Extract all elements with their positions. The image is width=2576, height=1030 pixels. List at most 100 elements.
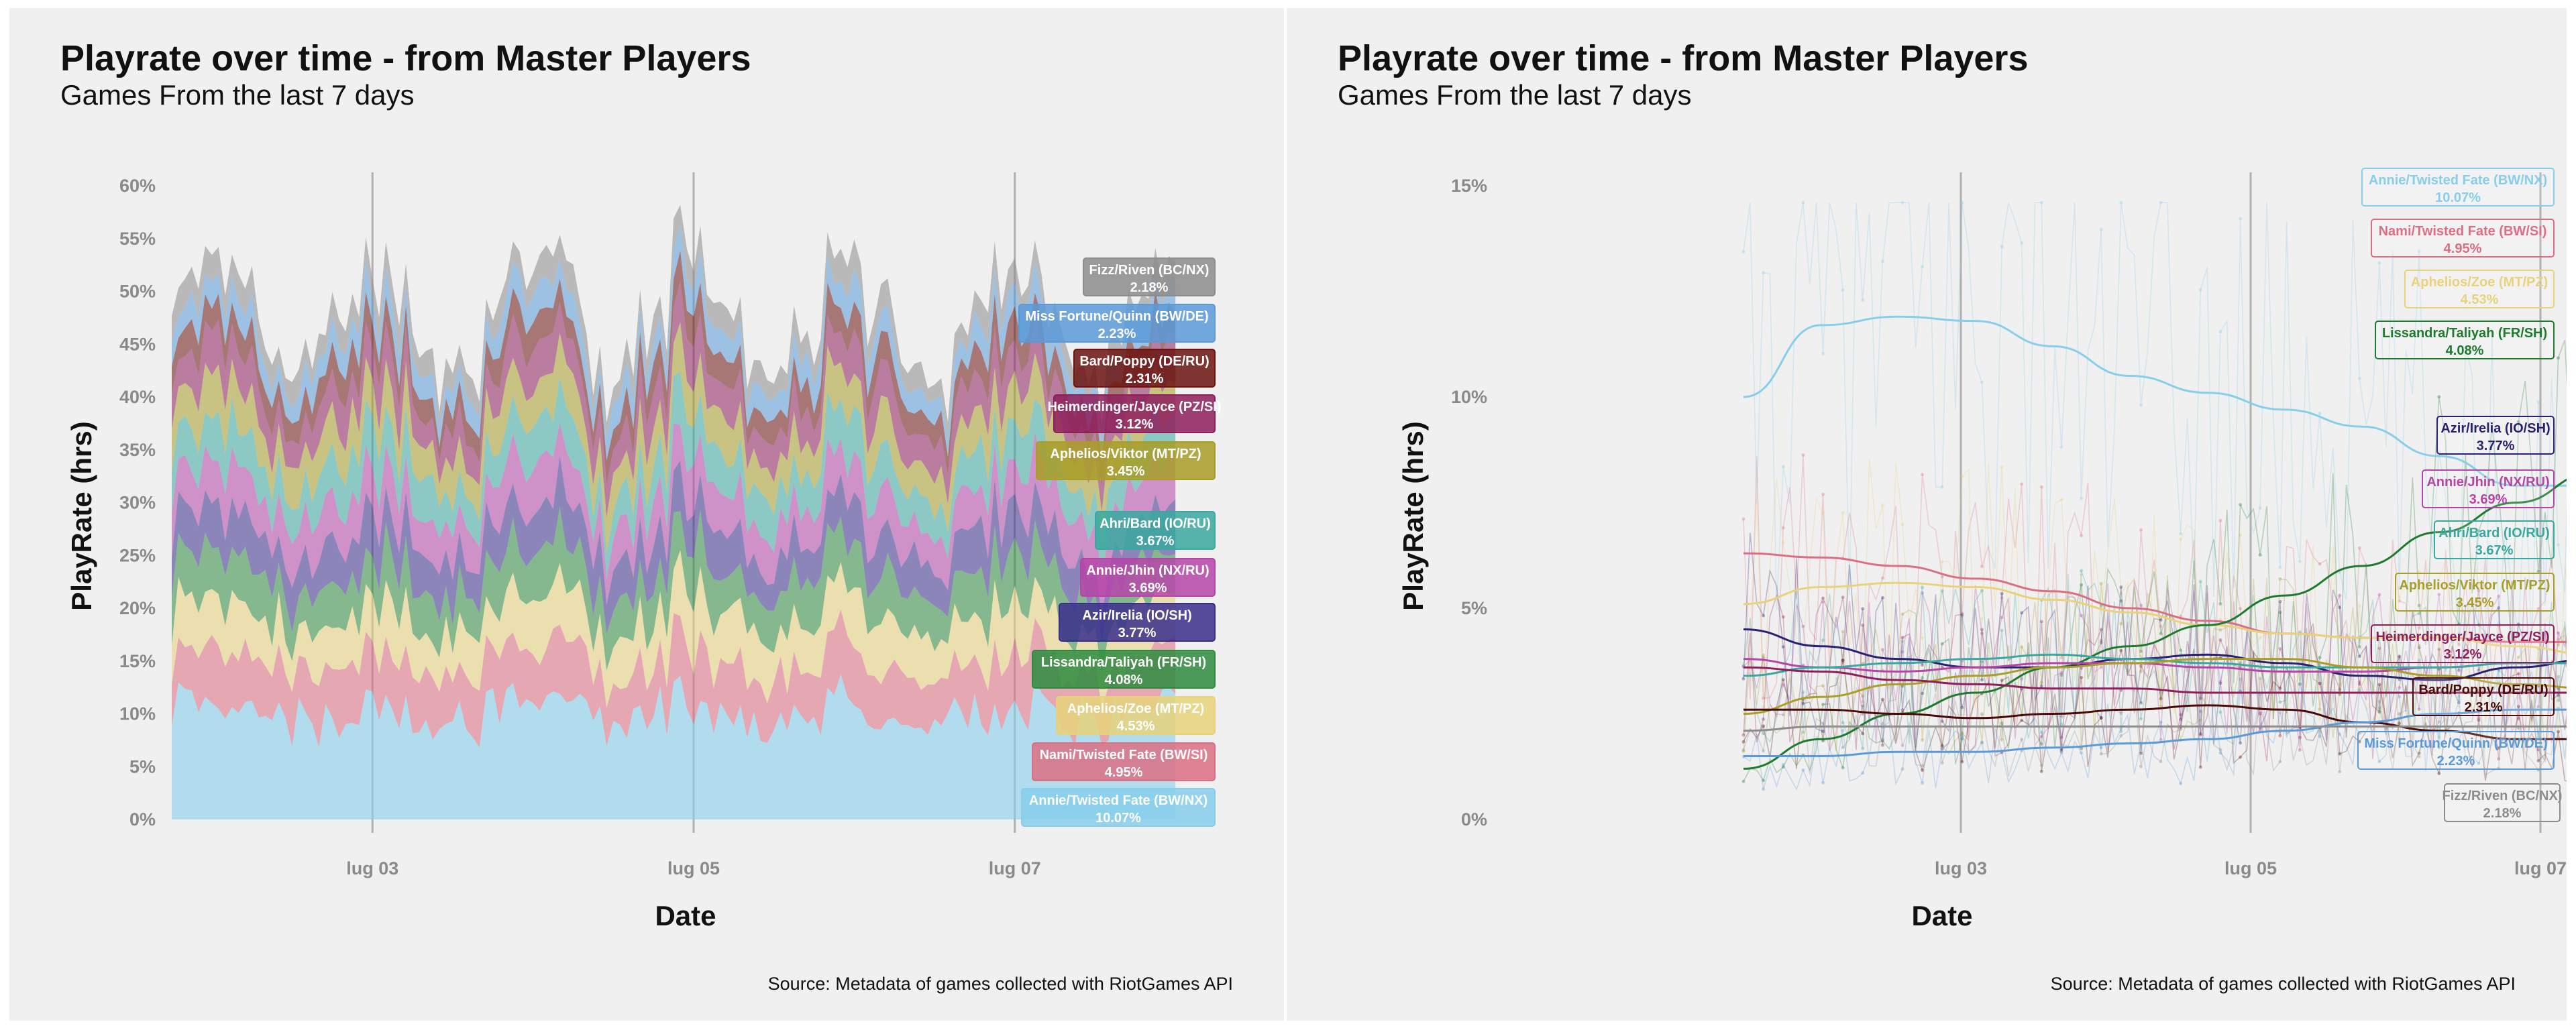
raw-point (1801, 768, 1805, 772)
area-layer-heimerdinger-jayce-pz-si (172, 281, 1176, 518)
raw-point (2398, 685, 2402, 689)
trend-line-aphelios-viktor-mt-pz (1743, 658, 2567, 715)
raw-point (1921, 738, 1925, 742)
raw-point (2000, 738, 2004, 742)
raw-point (1960, 731, 1964, 735)
raw-point (1821, 781, 1825, 785)
raw-point (2516, 420, 2520, 424)
raw-point (1781, 765, 1785, 769)
raw-point (1841, 661, 1845, 664)
raw-point (1781, 683, 1785, 687)
raw-point (1861, 771, 1865, 775)
raw-point (2239, 607, 2243, 611)
raw-point (2377, 710, 2381, 714)
raw-point (2377, 646, 2381, 650)
raw-point (2457, 631, 2461, 635)
left-label-box (1080, 558, 1216, 597)
raw-point (1801, 701, 1805, 705)
left-label-fizz-riven-bc-nx: Fizz/Riven (BC/NX) 2.18% (1083, 258, 1216, 296)
left-label-value: 2.31% (1126, 371, 1164, 386)
raw-point (2477, 761, 2481, 765)
right-label-name: Annie/Twisted Fate (BW/NX) (2369, 173, 2547, 188)
left-label-miss-fortune-quinn-bw-de: Miss Fortune/Quinn (BW/DE) 2.23% (1018, 304, 1216, 343)
raw-point (1741, 748, 1746, 752)
raw-point (2338, 732, 2342, 736)
raw-point (1741, 663, 1746, 667)
raw-point (2398, 599, 2402, 603)
raw-point (2099, 641, 2103, 644)
raw-point (2039, 201, 2043, 205)
raw-point (2059, 445, 2063, 449)
raw-point (1980, 741, 1984, 745)
raw-point (2477, 589, 2481, 593)
raw-point (2338, 683, 2342, 686)
raw-point (1781, 713, 1785, 717)
raw-point (1921, 473, 1925, 477)
raw-point (2377, 706, 2381, 710)
raw-point (1960, 201, 1964, 205)
raw-point (2516, 716, 2520, 720)
raw-point (2298, 682, 2302, 686)
raw-point (2239, 533, 2243, 537)
right-label-box (2371, 624, 2555, 663)
raw-point (1861, 732, 1865, 736)
raw-point (1861, 704, 1865, 707)
right-x-tick-label: lug 03 (1935, 858, 1987, 878)
raw-point (2099, 227, 2103, 231)
left-y-tick-label: 50% (119, 282, 156, 302)
raw-point (2357, 546, 2361, 550)
raw-point (2318, 682, 2322, 685)
left-chart-panel: Playrate over time - from Master Players… (9, 8, 1284, 1021)
raw-point (2000, 616, 2004, 620)
trend-line-chart: 0% 5% 10% 15% lug 03 lug 05 lug 07 Date PlayRate… (1397, 168, 2567, 931)
left-label-lissandra-taliyah-fr-sh: Lissandra/Taliyah (FR/SH) 4.08% (1032, 650, 1216, 689)
raw-point (2477, 716, 2481, 720)
trend-line-annie-twisted-fate-bw-nx (1743, 315, 2567, 487)
raw-point (2198, 697, 2202, 701)
right-chart-subtitle: Games From the last 7 days (1338, 79, 1692, 111)
stacked-area-chart: 0% 5% 10% 15% 20% 25% 30% 35% 40% 45% 50% 55% 60% lug… (66, 172, 1221, 931)
raw-point (1781, 540, 1785, 545)
raw-point (2278, 647, 2282, 650)
raw-point (1861, 746, 1865, 750)
left-label-bard-poppy-de-ru: Bard/Poppy (DE/RU) 2.31% (1073, 349, 1216, 388)
left-y-tick-label: 10% (119, 704, 156, 724)
raw-point (2198, 765, 2202, 769)
raw-point (2557, 356, 2560, 360)
right-chart-panel: Playrate over time - from Master Players… (1287, 8, 2567, 1021)
raw-point (2198, 709, 2202, 713)
raw-point (2557, 693, 2560, 697)
raw-point (2218, 680, 2222, 684)
raw-point (2278, 734, 2282, 738)
raw-point (2119, 726, 2123, 730)
raw-point (2338, 770, 2342, 774)
raw-point (1762, 705, 1766, 709)
raw-point (1880, 737, 1884, 741)
left-chart-subtitle: Games From the last 7 days (60, 79, 415, 111)
raw-point (2159, 632, 2163, 636)
left-y-tick-label: 30% (119, 493, 156, 513)
raw-point (2417, 754, 2421, 758)
raw-point (2059, 673, 2063, 677)
right-label-box (2412, 677, 2555, 716)
raw-point (2398, 655, 2402, 659)
right-label-value: 10.07% (2435, 190, 2481, 205)
raw-point (2239, 661, 2243, 665)
raw-point (2497, 746, 2501, 750)
raw-point (2357, 604, 2361, 608)
right-label-aphelios-zoe-mt-pz: Aphelios/Zoe (MT/PZ) 4.53% (2404, 270, 2555, 308)
raw-point (2080, 751, 2084, 755)
raw-point (2536, 569, 2540, 573)
raw-point (1921, 265, 1925, 268)
raw-point (2119, 711, 2123, 716)
right-label-name: Nami/Twisted Fate (BW/SI) (2379, 224, 2547, 239)
raw-point (2417, 626, 2421, 630)
raw-point (2039, 684, 2043, 688)
raw-point (2557, 699, 2560, 703)
left-label-annie-twisted-fate-bw-nx: Annie/Twisted Fate (BW/NX) 10.07% (1021, 788, 1216, 827)
raw-point (2099, 746, 2103, 750)
trend-line-azir-irelia-io-sh (1743, 628, 2567, 681)
left-label-value: 4.95% (1105, 765, 1143, 780)
raw-point (2398, 737, 2402, 741)
raw-point (2258, 677, 2262, 681)
